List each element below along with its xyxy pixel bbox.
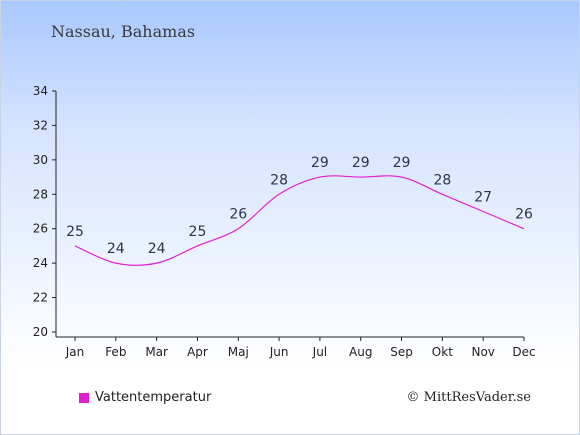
data-label: 24 [148,241,166,257]
y-tick-label: 30 [33,153,48,167]
x-tick-label: Aug [349,345,372,359]
data-label: 26 [229,207,247,223]
series-layer [74,175,525,266]
legend: Vattentemperatur [79,390,211,405]
x-tick-label: Feb [105,345,126,359]
data-label: 28 [270,172,288,188]
legend-label: Vattentemperatur [95,390,212,405]
legend-swatch [79,392,89,403]
x-tick-label: Nov [471,345,494,359]
x-tick-label: Dec [512,345,535,359]
y-tick-label: 28 [33,187,48,201]
y-tick-label: 26 [33,222,48,236]
x-tick-label: Maj [228,345,249,359]
x-tick-label: Jul [312,345,327,359]
x-tick-label: Jun [269,345,289,359]
data-label: 25 [66,224,84,240]
data-label: 25 [189,224,207,240]
data-label: 29 [352,155,370,171]
data-label: 24 [107,241,125,257]
chart-title: Nassau, Bahamas [51,22,196,41]
x-tick-label: Jan [65,345,85,359]
y-tick-label: 22 [33,291,48,305]
axes: 20 22 24 26 28 30 32 34 Jan Feb Mar Apr Maj Jun Jul Aug… [33,84,536,359]
y-tick-label: 32 [33,118,48,132]
data-label: 26 [515,207,533,223]
credit-text: © MittResVader.se [406,390,531,405]
x-tick-label: Okt [432,345,453,359]
data-label: 27 [474,190,492,206]
data-labels: 25 24 24 25 26 28 29 29 29 28 27 26 [66,155,533,257]
x-tick-label: Sep [390,345,413,359]
data-label: 29 [393,155,411,171]
x-tick-label: Mar [145,345,168,359]
y-tick-label: 34 [33,84,48,98]
x-tick-label: Apr [187,345,208,359]
y-tick-label: 24 [33,256,48,270]
data-label: 28 [433,172,451,188]
y-tick-label: 20 [33,325,48,339]
line-chart: 20 22 24 26 28 30 32 34 Jan Feb Mar Apr Maj Jun Jul Aug… [33,84,536,359]
series-line [74,175,525,266]
data-label: 29 [311,155,329,171]
